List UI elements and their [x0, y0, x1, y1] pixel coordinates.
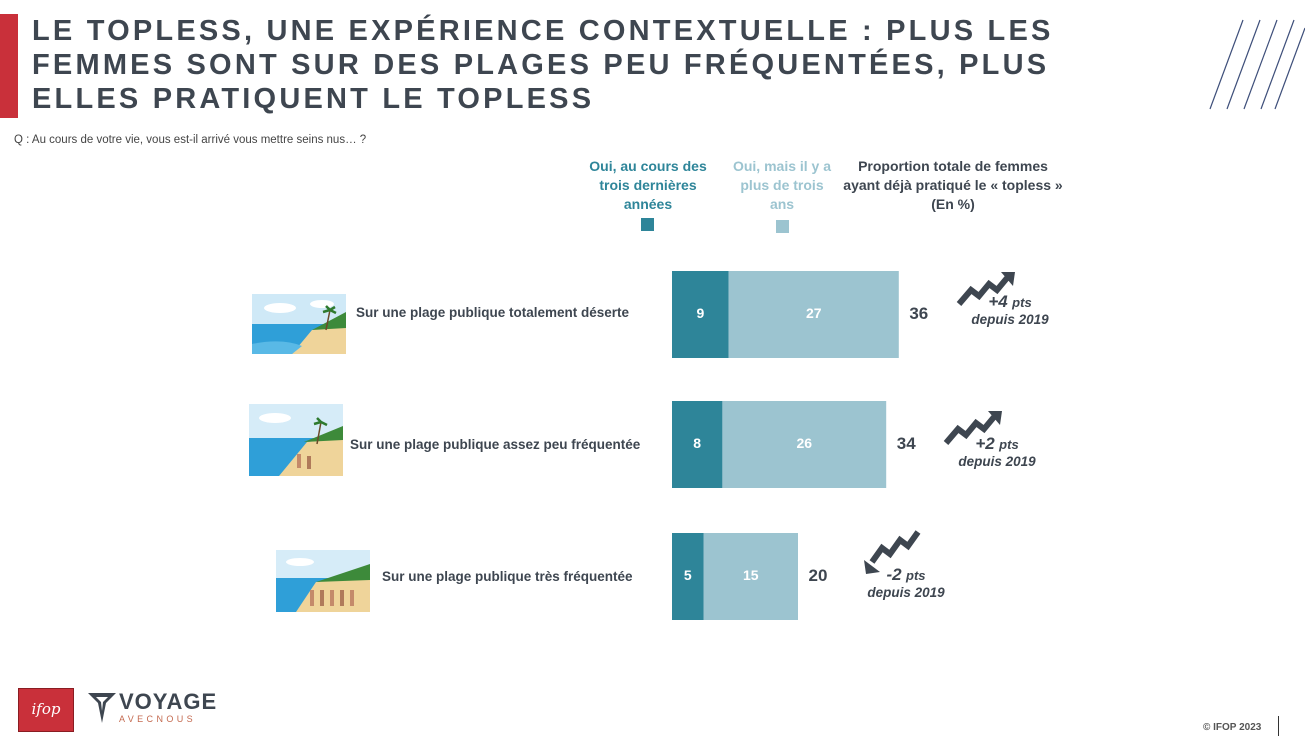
- bar-segment-older: [728, 271, 899, 358]
- bar-segment-recent: [672, 401, 723, 488]
- quiet-beach-image: [249, 404, 343, 476]
- bar-value-label: 9: [696, 305, 704, 321]
- evolution-since: depuis 2019: [971, 312, 1049, 327]
- evolution-quiet: +2 pts depuis 2019: [943, 434, 1051, 469]
- evolution-deserted: +4 pts depuis 2019: [956, 292, 1064, 327]
- deserted-beach-image: [252, 294, 346, 354]
- legend-older-label: Oui, mais il y a plus de trois ans: [732, 158, 832, 212]
- legend-recent-label: Oui, au cours des trois dernières années: [589, 158, 707, 212]
- evolution-value: +2: [975, 434, 995, 453]
- bar-segment-older: [722, 401, 887, 488]
- evolution-since: depuis 2019: [867, 585, 945, 600]
- survey-question: Q : Au cours de votre vie, vous est-il a…: [14, 134, 367, 146]
- ifop-logo: ifop: [18, 688, 74, 732]
- footer-divider: [1278, 716, 1279, 736]
- bar-value-label: 27: [806, 305, 822, 321]
- copyright: © IFOP 2023: [1203, 722, 1262, 733]
- trend-up-arrow-icon: [956, 272, 1015, 306]
- bar-value-label: 8: [693, 435, 701, 451]
- bar-total-label: 36: [909, 304, 928, 323]
- bar-value-label: 15: [743, 567, 759, 583]
- trend-up-arrow-icon: [943, 411, 1002, 445]
- avecnous-logo-text: AVECNOUS: [119, 714, 197, 724]
- bar-segment-older: [703, 533, 798, 620]
- legend-recent-swatch: [641, 218, 654, 231]
- evolution-crowded: -2 pts depuis 2019: [852, 565, 960, 600]
- row-label-crowded: Sur une plage publique très fréquentée: [382, 569, 633, 584]
- crowded-beach-image: [276, 550, 370, 612]
- bar-total-label: 34: [897, 434, 916, 453]
- legend-total-label: Proportion totale de femmes ayant déjà p…: [843, 158, 1063, 212]
- bar-value-label: 26: [797, 435, 813, 451]
- voyage-avecnous-logo: VOYAGE AVECNOUS: [86, 689, 216, 727]
- bar-segment-recent: [672, 271, 729, 358]
- evolution-value: -2: [886, 565, 902, 584]
- voyage-logo-mark-icon: [88, 693, 116, 723]
- bar-total-label: 20: [809, 566, 828, 585]
- voyage-logo-text: VOYAGE: [119, 689, 218, 714]
- evolution-unit: pts: [1012, 295, 1032, 310]
- bar-segment-recent: [672, 533, 704, 620]
- bar-value-label: 5: [684, 567, 692, 583]
- title-accent-bar: [0, 14, 18, 118]
- row-label-deserted: Sur une plage publique totalement désert…: [356, 305, 630, 320]
- evolution-since: depuis 2019: [958, 454, 1036, 469]
- evolution-value: +4: [988, 292, 1008, 311]
- legend-older-swatch: [776, 220, 789, 233]
- trend-down-arrow-icon: [864, 530, 921, 574]
- diagonal-lines-decoration: [1209, 19, 1305, 110]
- row-label-quiet: Sur une plage publique assez peu fréquen…: [350, 437, 641, 452]
- evolution-unit: pts: [906, 568, 926, 583]
- page-title: LE TOPLESS, UNE EXPÉRIENCE CONTEXTUELLE …: [32, 15, 1054, 115]
- evolution-unit: pts: [999, 437, 1019, 452]
- ifop-logo-text: ifop: [31, 700, 61, 718]
